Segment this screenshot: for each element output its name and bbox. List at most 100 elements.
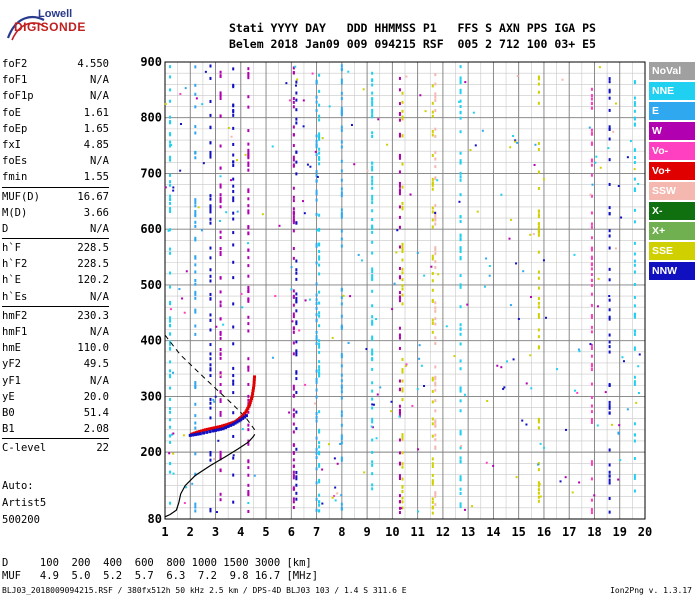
noise-point xyxy=(545,316,548,319)
interference-point xyxy=(194,385,197,389)
interference-point xyxy=(340,326,343,330)
interference-point xyxy=(431,133,434,137)
interference-point xyxy=(459,359,462,363)
interference-point xyxy=(194,282,197,286)
interference-point xyxy=(209,401,212,405)
interference-point xyxy=(608,333,611,337)
interference-point xyxy=(219,336,222,340)
interference-point xyxy=(247,189,250,193)
interference-point xyxy=(340,396,343,400)
interference-point xyxy=(209,374,212,378)
y-tick-label: 80 xyxy=(148,512,162,526)
interference-point xyxy=(590,267,593,271)
interference-point xyxy=(247,483,250,487)
noise-point xyxy=(170,433,173,436)
interference-point xyxy=(537,222,540,226)
interference-point xyxy=(194,105,197,109)
param-name: MUF(D) xyxy=(2,190,40,203)
interference-point xyxy=(434,95,437,99)
param-name: M(D) xyxy=(2,206,28,219)
param-row: foEp 1.65 xyxy=(2,121,109,137)
interference-point xyxy=(371,226,374,230)
interference-point xyxy=(247,105,250,109)
y-tick-label: 600 xyxy=(140,222,162,236)
status-code: 500200 xyxy=(2,514,40,526)
interference-point xyxy=(232,110,235,114)
echo-trace-point xyxy=(226,424,230,428)
interference-point xyxy=(292,229,295,233)
interference-point xyxy=(371,240,374,244)
interference-point xyxy=(633,332,636,336)
interference-point xyxy=(371,450,374,454)
interference-point xyxy=(431,321,434,325)
param-name: C-level xyxy=(2,442,47,455)
param-row: foE 1.61 xyxy=(2,105,109,121)
x-tick-label: 14 xyxy=(486,525,500,539)
noise-point xyxy=(327,443,330,446)
interference-point xyxy=(219,492,222,496)
interference-point xyxy=(318,227,321,231)
interference-point xyxy=(633,433,636,437)
noise-point xyxy=(622,360,625,363)
interference-point xyxy=(295,91,298,95)
interference-point xyxy=(340,191,343,195)
interference-point xyxy=(434,494,437,498)
interference-point xyxy=(537,250,540,254)
noise-point xyxy=(516,75,519,78)
interference-point xyxy=(292,500,295,504)
echo-trace-point xyxy=(244,414,248,418)
interference-point xyxy=(590,131,593,135)
noise-point xyxy=(185,270,188,273)
interference-point xyxy=(398,379,401,383)
noise-point xyxy=(371,403,374,406)
interference-point xyxy=(398,132,401,136)
echo-trace-point xyxy=(245,408,249,412)
interference-point xyxy=(169,434,172,438)
interference-point xyxy=(315,380,318,384)
interference-point xyxy=(431,497,434,501)
interference-point xyxy=(318,213,321,217)
noise-point xyxy=(469,149,472,152)
param-name: B1 xyxy=(2,423,15,436)
interference-point xyxy=(318,103,321,107)
echo-trace-point xyxy=(252,383,256,387)
interference-point xyxy=(608,158,611,162)
interference-point xyxy=(633,208,636,212)
noise-point xyxy=(589,343,592,346)
interference-point xyxy=(169,360,172,364)
param-value: 4.550 xyxy=(77,58,109,70)
interference-point xyxy=(459,323,462,327)
interference-point xyxy=(431,254,434,258)
interference-point xyxy=(209,397,212,401)
interference-point xyxy=(633,101,636,105)
interference-point xyxy=(169,115,172,119)
interference-point xyxy=(194,296,197,300)
interference-point xyxy=(340,434,343,438)
interference-point xyxy=(537,286,540,290)
interference-point xyxy=(209,343,212,347)
interference-point xyxy=(209,126,212,130)
noise-point xyxy=(182,434,185,437)
noise-point xyxy=(169,308,172,311)
interference-point xyxy=(371,472,374,476)
interference-point xyxy=(169,120,172,124)
interference-point xyxy=(608,317,611,321)
noise-point xyxy=(464,81,467,84)
interference-point xyxy=(608,350,611,354)
interference-point xyxy=(434,108,437,112)
interference-point xyxy=(247,288,250,292)
interference-point xyxy=(340,106,343,110)
interference-point xyxy=(295,271,298,275)
interference-point xyxy=(633,313,636,317)
echo-trace-point xyxy=(235,420,239,424)
noise-point xyxy=(271,356,274,359)
interference-point xyxy=(194,209,197,213)
interference-point xyxy=(219,236,222,240)
echo-trace-point xyxy=(198,430,202,434)
interference-point xyxy=(590,325,593,329)
interference-point xyxy=(318,263,321,267)
noise-point xyxy=(496,364,499,367)
interference-point xyxy=(398,451,401,455)
interference-point xyxy=(340,373,343,377)
interference-point xyxy=(431,288,434,292)
